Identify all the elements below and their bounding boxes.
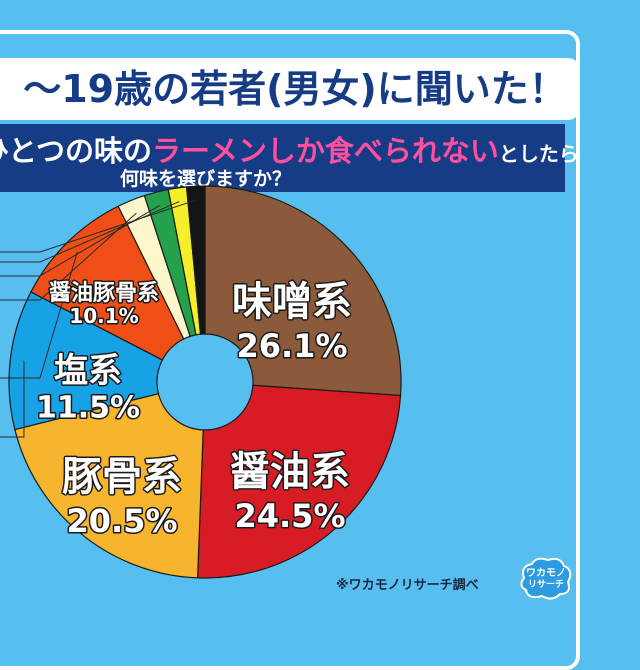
svg-text:ワカモノ: ワカモノ [526, 567, 566, 579]
slice-percent-label: 20.5% [66, 502, 177, 540]
slice-category-label: 醤油豚骨系 [49, 281, 159, 306]
pie-slice [14, 392, 204, 579]
leader-line [0, 251, 78, 379]
leader-line [0, 360, 25, 438]
question-line-2: 何味を選びますか？ [120, 168, 292, 190]
leader-line [0, 201, 180, 263]
slice-category-label: 豚骨系 [62, 454, 182, 500]
pie-slice [185, 185, 206, 335]
slice-percent-label: 24.5% [234, 497, 345, 535]
slice-category-label: 塩系 [54, 351, 122, 391]
pie-slice [196, 384, 402, 579]
slice-category-label: 醤油系 [230, 449, 350, 495]
pie-slice [8, 291, 164, 431]
svg-text:リサーチ: リサーチ [528, 579, 564, 590]
pie-slice [204, 185, 402, 397]
slice-percent-label: 26.1% [236, 327, 347, 365]
source-note: ※ワカモノリサーチ調べ [336, 578, 479, 593]
question-post: としたら [498, 142, 579, 166]
leader-line [0, 212, 137, 301]
leader-line [0, 205, 160, 277]
question-line-1: ひとつの味のラーメンしか食べられないとしたら [0, 128, 579, 170]
page-title: 〜19歳の若者(男女)に聞いた！ [0, 58, 580, 120]
question-band: ひとつの味のラーメンしか食べられないとしたら 何味を選びますか？ [0, 124, 579, 192]
slice-percent-label: 10.1% [69, 304, 138, 328]
question-pre: ひとつの味の [0, 134, 152, 168]
brand-logo-icon: ワカモノ リサーチ [520, 557, 572, 600]
slice-percent-label: 11.5% [36, 391, 140, 426]
question-highlight: ラーメンしか食べられない [151, 134, 499, 168]
pie-slice [30, 205, 185, 361]
slice-category-label: 味噌系 [232, 279, 352, 325]
leader-line [0, 199, 197, 253]
